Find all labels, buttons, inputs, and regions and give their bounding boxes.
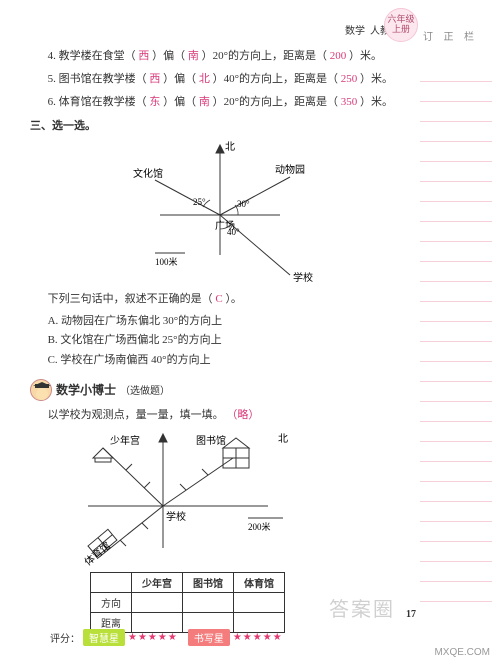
scale-100: 100米 <box>155 256 178 267</box>
zoo-label: 动物园 <box>275 163 305 176</box>
north-label: 北 <box>225 141 235 153</box>
q5-ans1: 西 <box>149 73 160 85</box>
school-label: 学校 <box>293 271 313 284</box>
a40: 40° <box>227 227 240 237</box>
svg-text:少年宫: 少年宫 <box>110 434 140 447</box>
q4-ans2: 南 <box>188 50 199 62</box>
q5-ans3: 250 <box>341 73 358 85</box>
mc-option-B: B. 文化馆在广场西偏北 25°的方向上 <box>48 331 410 351</box>
rating-lead: 评分： <box>50 630 80 645</box>
page-number: 17 <box>406 609 416 620</box>
table-row: 方向 <box>91 592 285 612</box>
main-content: 4. 教学楼在食堂（ 西 ）偏（ 南 ）20°的方向上，距离是（ 200 ）米。… <box>30 46 410 633</box>
th-tiyuguan: 体育馆 <box>234 572 285 592</box>
table-header-row: 少年宫 图书馆 体育馆 <box>91 572 285 592</box>
stars-1: ★★★★★ <box>128 632 178 643</box>
ruled-lines <box>420 62 492 622</box>
question-5: 5. 图书馆在教学楼（ 西 ）偏（ 北 ）40°的方向上，距离是（ 250 ）米… <box>30 69 410 90</box>
diagram-school-observe: 北 少年宫 图书馆 学校 体育馆 200米 <box>48 428 308 568</box>
th-blank <box>91 572 132 592</box>
mc-option-C: C. 学校在广场南偏西 40°的方向上 <box>48 351 410 371</box>
math-expert-section: 数学小博士 （选做题） <box>30 379 410 401</box>
svg-text:体育馆: 体育馆 <box>82 539 113 568</box>
q4-ans1: 西 <box>138 50 149 62</box>
watermark-site: MXQE.COM <box>434 647 490 658</box>
last-answer: （略） <box>226 409 259 421</box>
row-direction: 方向 <box>91 592 132 612</box>
question-6: 6. 体育馆在教学楼（ 东 ）偏（ 南 ）20°的方向上，距离是（ 350 ）米… <box>30 92 410 113</box>
section-3-heading: 三、选一选。 <box>30 117 410 133</box>
svg-text:200米: 200米 <box>248 521 271 532</box>
th-shaoniangong: 少年宫 <box>132 572 183 592</box>
question-4: 4. 教学楼在食堂（ 西 ）偏（ 南 ）20°的方向上，距离是（ 200 ）米。 <box>30 46 410 67</box>
mc-answer: C <box>215 293 222 305</box>
footer-rating: 评分： 智慧星 ★★★★★ 书写星 ★★★★★ <box>50 628 390 646</box>
boshi-icon <box>30 379 52 401</box>
svg-text:学校: 学校 <box>166 510 186 523</box>
mc-option-A: A. 动物园在广场东偏北 30°的方向上 <box>48 312 410 332</box>
q4-ans3: 200 <box>330 50 347 62</box>
last-question: 以学校为观测点，量一量，填一填。 （略） <box>30 405 410 426</box>
badge-writing: 书写星 <box>188 629 230 646</box>
grade-badge: 六年级 上册 <box>384 8 418 42</box>
culture-label: 文化馆 <box>133 167 163 180</box>
q6-ans3: 350 <box>341 96 358 108</box>
q6-ans2: 南 <box>199 96 210 108</box>
badge-wisdom: 智慧星 <box>83 629 125 646</box>
th-tushuguan: 图书馆 <box>183 572 234 592</box>
svg-text:北: 北 <box>278 433 288 445</box>
correction-column-label: 订 正 栏 <box>423 28 478 43</box>
svg-text:图书馆: 图书馆 <box>196 434 226 447</box>
grade-sub: 上册 <box>392 25 410 35</box>
boshi-note: （选做题） <box>120 382 170 397</box>
q5-ans2: 北 <box>199 73 210 85</box>
boshi-title: 数学小博士 <box>56 381 116 398</box>
stars-2: ★★★★★ <box>233 632 283 643</box>
watermark-answer: 答案圈 <box>329 593 395 622</box>
q6-ans1: 东 <box>149 96 160 108</box>
subject: 数学 <box>345 26 365 37</box>
measure-table: 少年宫 图书馆 体育馆 方向 距离 <box>90 572 285 633</box>
diagram-square-directions: 北 文化馆 动物园 广场 学校 25° 30° 40° 100米 <box>115 135 325 285</box>
mc-stem: 下列三句话中，叙述不正确的是（ C ）。 <box>30 289 410 310</box>
a30: 30° <box>237 199 250 209</box>
